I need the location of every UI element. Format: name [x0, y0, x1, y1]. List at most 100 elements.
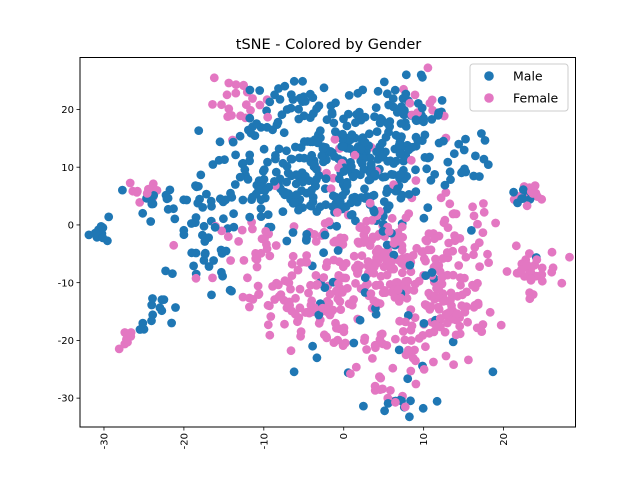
female-point — [532, 255, 542, 265]
male-point — [391, 130, 401, 140]
male-point — [406, 396, 415, 406]
male-point — [347, 130, 357, 140]
female-point — [224, 78, 234, 88]
y-tick-label: 0 — [68, 221, 74, 232]
male-point — [360, 137, 370, 147]
female-point — [443, 318, 452, 328]
male-point — [204, 262, 214, 271]
male-point — [356, 193, 366, 202]
female-point — [231, 80, 241, 89]
male-point — [394, 140, 404, 150]
male-point — [301, 236, 311, 245]
female-point — [388, 363, 398, 373]
male-point — [332, 221, 342, 231]
female-point — [329, 255, 339, 265]
male-point — [289, 76, 299, 86]
male-point — [278, 207, 288, 217]
x-tick-label: -10 — [259, 433, 270, 449]
male-point — [321, 200, 331, 210]
male-point — [289, 367, 299, 377]
male-point — [138, 318, 148, 328]
female-point — [421, 342, 430, 352]
female-point — [265, 251, 275, 261]
female-point — [372, 259, 381, 268]
female-point — [456, 280, 465, 290]
male-point — [483, 160, 493, 170]
female-point — [446, 295, 455, 305]
male-point — [202, 189, 211, 199]
male-point — [167, 318, 177, 328]
male-point — [349, 338, 359, 348]
female-point — [286, 346, 296, 356]
female-point — [411, 379, 421, 389]
female-point — [440, 215, 450, 225]
female-point — [373, 244, 383, 254]
male-point — [171, 303, 180, 312]
female-point — [265, 330, 275, 340]
female-point — [406, 325, 416, 335]
male-point — [312, 207, 322, 216]
male-point — [98, 223, 108, 233]
female-point — [349, 251, 359, 261]
female-point — [414, 334, 424, 343]
male-point — [397, 190, 407, 200]
male-point — [207, 290, 216, 300]
male-point — [397, 102, 406, 111]
female-point — [525, 288, 534, 298]
male-point — [411, 187, 421, 197]
female-point — [268, 282, 277, 291]
male-point — [350, 192, 360, 202]
female-point — [423, 63, 433, 73]
female-point — [445, 199, 455, 209]
male-point — [330, 152, 339, 161]
male-point — [255, 86, 265, 95]
male-point — [182, 195, 192, 205]
male-point — [385, 122, 394, 131]
female-point — [296, 331, 305, 341]
female-point — [421, 300, 431, 310]
male-point — [148, 294, 157, 303]
male-point — [339, 142, 348, 152]
scatter-points — [84, 63, 574, 422]
male-point — [146, 217, 156, 226]
male-point — [404, 145, 414, 155]
male-point — [405, 260, 415, 270]
female-point — [363, 257, 373, 266]
male-point — [307, 185, 316, 195]
male-point — [382, 240, 392, 250]
male-point — [161, 266, 171, 276]
male-point — [252, 119, 261, 128]
female-point — [325, 289, 335, 299]
female-point — [398, 327, 408, 336]
female-point — [405, 98, 415, 108]
female-point — [380, 288, 390, 297]
male-point — [313, 137, 323, 147]
male-point — [365, 153, 375, 163]
male-point — [179, 230, 189, 240]
male-point — [360, 273, 370, 283]
female-point — [365, 198, 375, 208]
male-point — [294, 114, 304, 124]
male-point — [282, 146, 291, 156]
female-point — [133, 186, 142, 196]
male-point — [393, 184, 402, 194]
female-point — [402, 252, 412, 262]
male-point — [395, 170, 405, 180]
male-point — [118, 185, 127, 195]
female-point — [448, 246, 458, 256]
male-point — [348, 172, 358, 182]
male-point — [288, 95, 298, 104]
male-point — [403, 374, 413, 384]
female-point — [330, 134, 340, 144]
female-point — [439, 296, 448, 306]
male-point — [443, 157, 453, 167]
female-point — [397, 245, 407, 255]
female-point — [371, 280, 381, 290]
male-point — [196, 170, 206, 180]
female-point — [191, 273, 201, 283]
male-point — [432, 396, 442, 406]
female-point — [326, 184, 336, 194]
male-point — [163, 204, 173, 214]
male-point — [219, 214, 228, 224]
